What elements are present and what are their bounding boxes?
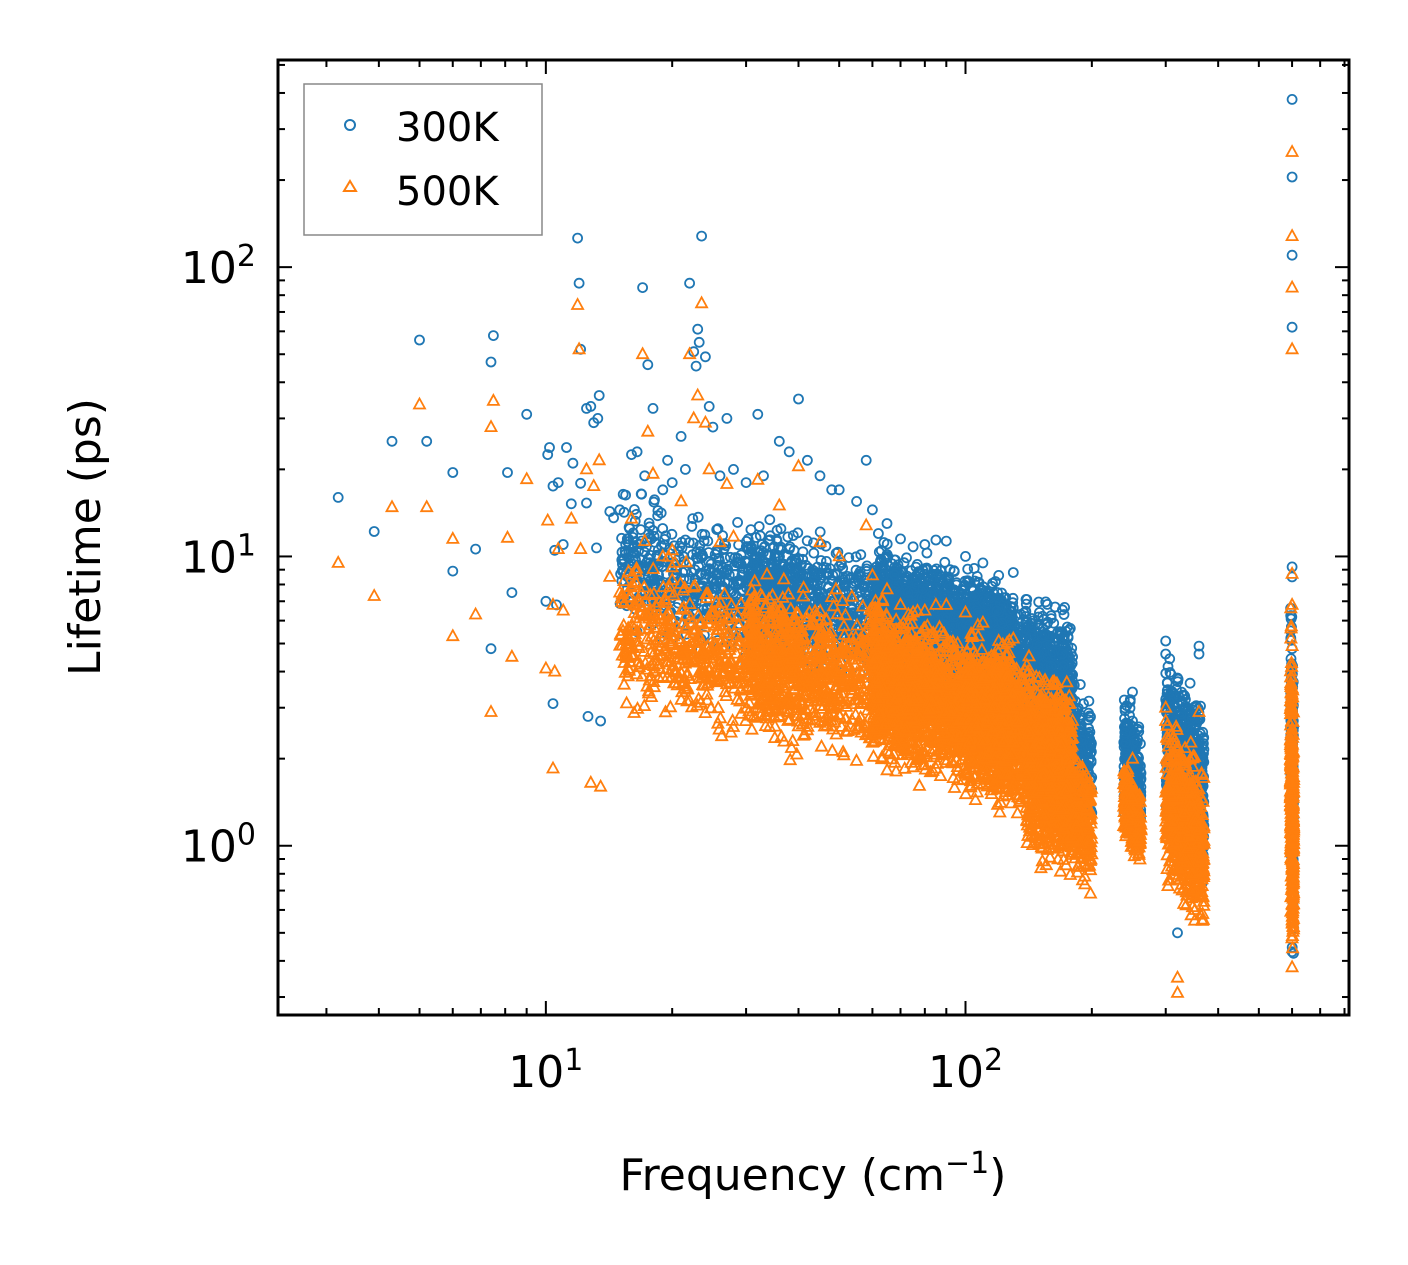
point-300k-1281 — [818, 561, 830, 573]
point-300k-1282 — [850, 551, 862, 563]
point-300k-201 — [657, 523, 669, 534]
point-300k-519 — [683, 537, 695, 548]
point-300k-503 — [714, 555, 725, 567]
point-300k-1135 — [842, 571, 853, 582]
data-points-layer — [331, 94, 1301, 998]
point-300k-614 — [686, 567, 698, 578]
point-300k-1257 — [772, 551, 784, 562]
point-300k-1099 — [775, 523, 787, 535]
point-300k-1496 — [759, 540, 771, 552]
point-300k-608 — [645, 550, 656, 561]
point-300k-1461 — [755, 551, 767, 563]
point-300k-595 — [722, 563, 734, 575]
point-300k-1352 — [742, 533, 754, 545]
point-300k-582 — [686, 594, 698, 606]
point-300k-1511 — [850, 564, 862, 576]
point-300k-1543 — [901, 552, 912, 564]
point-300k-1516 — [742, 556, 753, 568]
point-300k-1180 — [797, 546, 809, 558]
point-300k-368 — [635, 488, 647, 500]
point-300k-1419 — [800, 578, 811, 589]
point-300k-575 — [617, 558, 628, 570]
point-300k-231 — [711, 524, 723, 535]
point-300k-1473 — [792, 583, 804, 594]
point-300k-1400 — [771, 534, 782, 545]
point-300k-1437 — [812, 579, 823, 591]
point-300k-828 — [792, 527, 804, 539]
point-300k-6 — [724, 551, 736, 563]
point-300k-482 — [702, 535, 714, 547]
point-300k-373 — [659, 534, 670, 545]
point-300k-610 — [628, 547, 640, 559]
point-300k-459 — [617, 553, 628, 565]
point-300k-1456 — [855, 586, 867, 597]
point-300k-247 — [732, 517, 743, 528]
point-300k-1264 — [745, 546, 757, 558]
point-300k-872 — [764, 514, 776, 526]
point-300k-1480 — [823, 568, 835, 579]
point-300k-584 — [690, 606, 702, 618]
point-300k-1347 — [824, 563, 836, 574]
point-300k-541 — [696, 549, 708, 561]
point-300k-1486 — [795, 570, 807, 582]
point-300k-514 — [723, 569, 735, 581]
point-300k-599 — [729, 569, 740, 580]
point-300k-464 — [699, 529, 711, 541]
point-300k-1479 — [808, 547, 820, 559]
point-300k-602 — [719, 583, 730, 595]
point-300k-419 — [703, 563, 715, 574]
point-300k-1107 — [745, 524, 757, 535]
point-300k-576 — [736, 585, 748, 597]
point-300k-601 — [655, 507, 667, 519]
point-300k-468 — [652, 574, 664, 586]
point-300k-1278 — [797, 553, 809, 565]
point-300k-611 — [719, 553, 731, 564]
point-300k-121 — [687, 537, 699, 549]
point-300k-1475 — [745, 540, 757, 552]
point-300k-477 — [687, 513, 699, 524]
point-300k-153 — [692, 511, 704, 523]
point-300k-480 — [621, 533, 633, 545]
point-300k-673 — [801, 535, 813, 547]
point-300k-463 — [620, 489, 631, 501]
point-300k-1513 — [750, 573, 762, 585]
point-300k-1495 — [754, 530, 766, 542]
point-300k-1144 — [784, 543, 795, 555]
point-300k-251 — [648, 530, 660, 542]
point-300k-34 — [782, 531, 794, 543]
point-300k-334 — [629, 504, 640, 515]
point-300k-635 — [843, 552, 855, 563]
point-300k-1382 — [853, 575, 865, 587]
point-300k-607 — [629, 515, 641, 527]
point-300k-691 — [808, 537, 819, 549]
point-300k-1519 — [800, 559, 812, 571]
point-300k-1484 — [776, 560, 787, 572]
point-300k-512 — [676, 536, 688, 548]
point-300k-37 — [686, 521, 698, 532]
point-300k-65 — [666, 528, 678, 540]
point-300k-593 — [623, 539, 635, 550]
point-300k-583 — [649, 494, 660, 506]
